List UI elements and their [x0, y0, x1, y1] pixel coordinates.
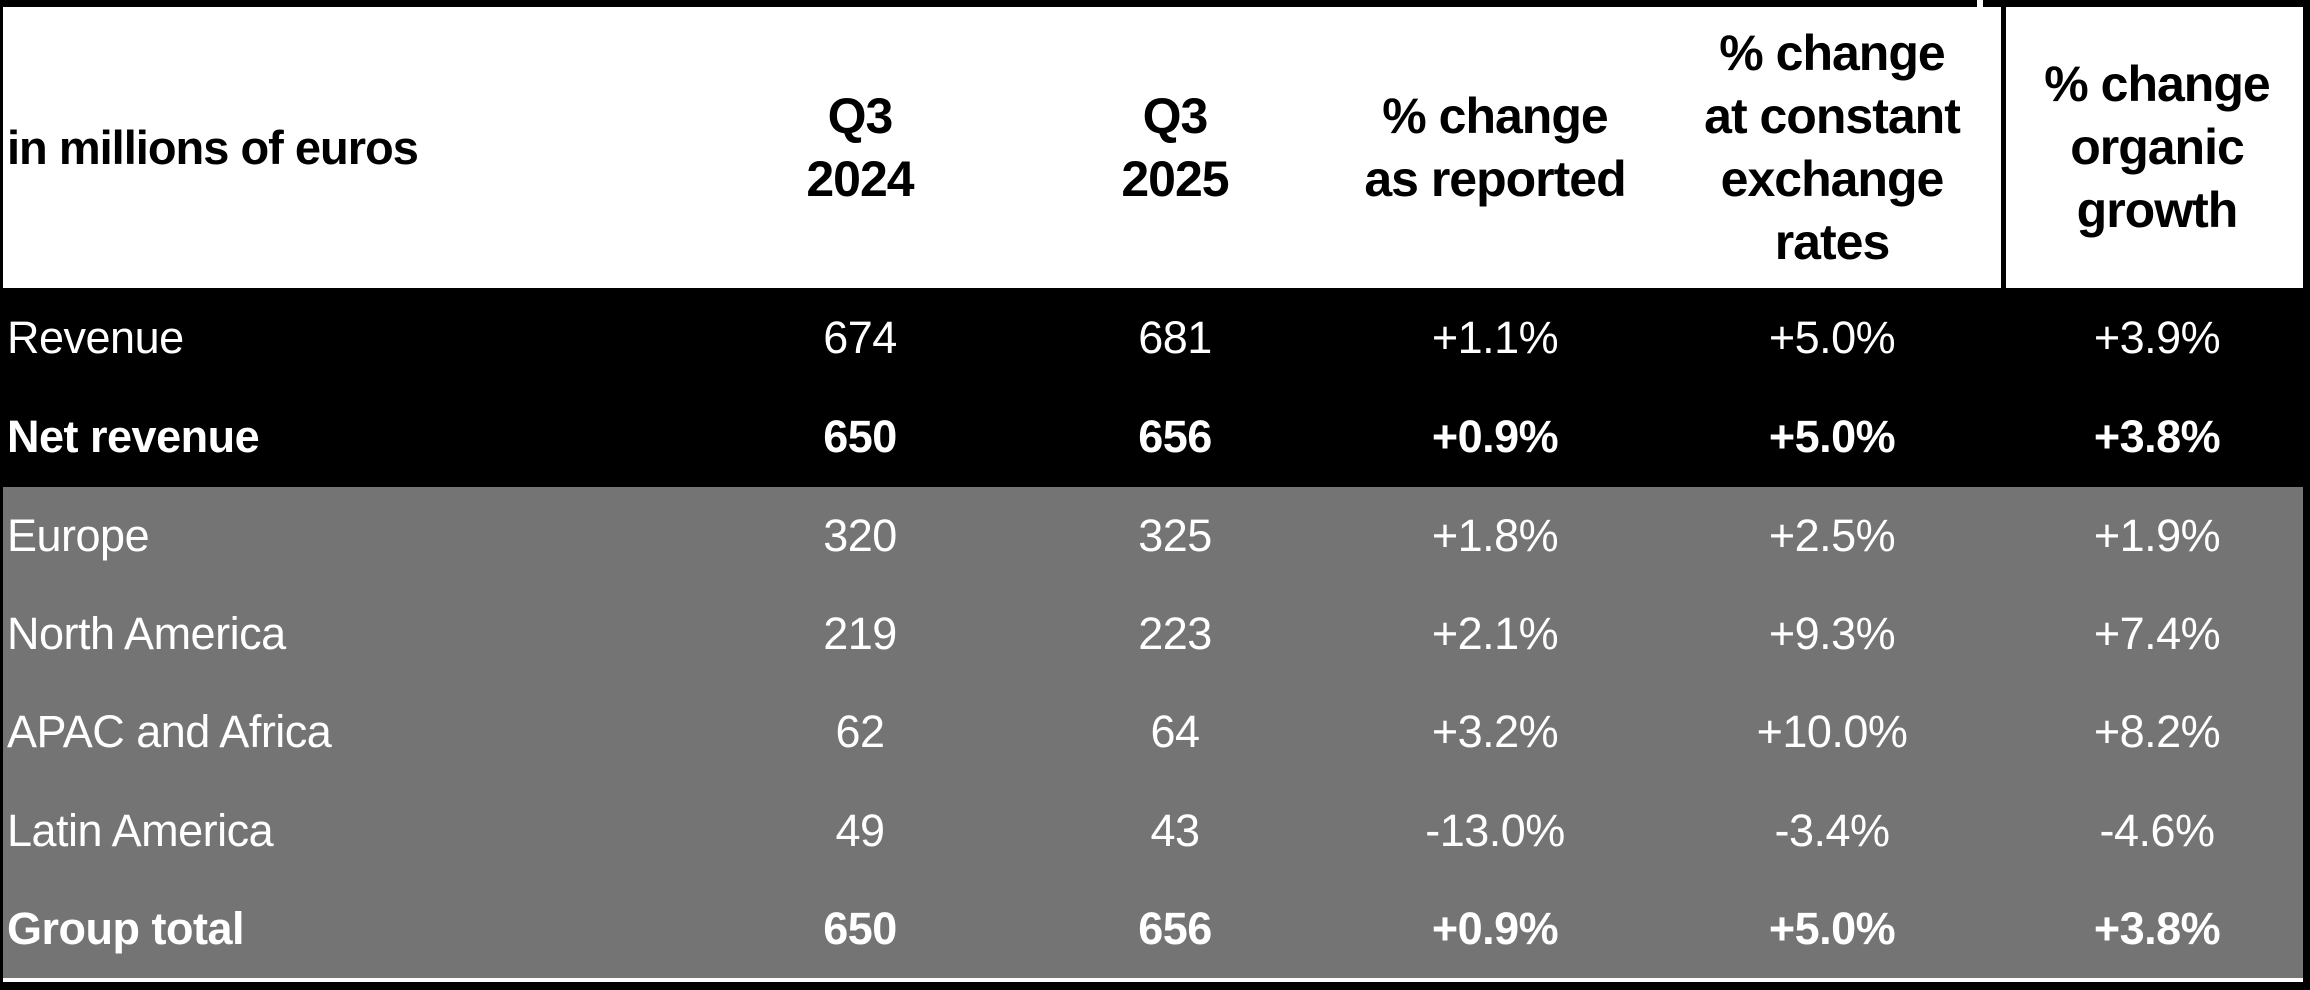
- column-header-change-constant-fx: % change at constant exchange rates: [1704, 24, 1961, 270]
- cell-change-constant-fx: +5.0%: [1768, 311, 1896, 363]
- cell-change-constant-fx: -3.4%: [1774, 804, 1890, 856]
- cell-change-as-reported: +3.2%: [1431, 706, 1559, 758]
- cell-change-as-reported: -13.0%: [1425, 804, 1565, 856]
- column-header-q3-2025: Q3 2025: [1121, 87, 1229, 207]
- column-header-change-organic-growth: % change organic growth: [2044, 56, 2270, 238]
- cell-q3-2024: 650: [823, 411, 897, 463]
- top-border-notch: [1977, 0, 1983, 7]
- header-column-divider: [2001, 7, 2006, 288]
- row-label: Net revenue: [7, 411, 260, 463]
- cell-change-organic-growth: +3.8%: [2093, 902, 2221, 954]
- cell-change-organic-growth: +3.9%: [2093, 311, 2221, 363]
- cell-q3-2025: 223: [1138, 608, 1212, 660]
- table-row-group-total: Group total 650 656 +0.9% +5.0% +3.8%: [0, 880, 2310, 978]
- cell-change-organic-growth: +3.8%: [2093, 411, 2221, 463]
- cell-change-as-reported: +0.9%: [1431, 411, 1559, 463]
- table-top-border: [0, 0, 2310, 7]
- row-label: Latin America: [7, 804, 274, 856]
- row-label: Group total: [7, 902, 244, 954]
- cell-change-organic-growth: +7.4%: [2093, 608, 2221, 660]
- table-row-apac-and-africa: APAC and Africa 62 64 +3.2% +10.0% +8.2%: [0, 683, 2310, 781]
- table-row-revenue: Revenue 674 681 +1.1% +5.0% +3.9%: [0, 288, 2310, 388]
- cell-q3-2025: 656: [1138, 411, 1212, 463]
- row-label: Revenue: [7, 311, 184, 363]
- cell-q3-2025: 681: [1138, 311, 1212, 363]
- cell-change-organic-growth: +1.9%: [2093, 510, 2221, 562]
- cell-q3-2025: 43: [1150, 804, 1200, 856]
- cell-q3-2025: 325: [1138, 510, 1212, 562]
- cell-q3-2024: 674: [823, 311, 897, 363]
- cell-change-constant-fx: +2.5%: [1768, 510, 1896, 562]
- cell-q3-2025: 656: [1138, 902, 1212, 954]
- table-row-europe: Europe 320 325 +1.8% +2.5% +1.9%: [0, 487, 2310, 585]
- table-row-north-america: North America 219 223 +2.1% +9.3% +7.4%: [0, 585, 2310, 683]
- cell-q3-2024: 650: [823, 902, 897, 954]
- table-bottom-border: [0, 982, 2310, 990]
- bottom-gap-line: [0, 978, 2310, 982]
- table-right-border: [2303, 0, 2310, 990]
- cell-change-organic-growth: +8.2%: [2093, 706, 2221, 758]
- row-label: North America: [7, 608, 286, 660]
- cell-change-as-reported: +1.1%: [1431, 311, 1559, 363]
- regions-section: Europe 320 325 +1.8% +2.5% +1.9% North A…: [0, 487, 2310, 978]
- cell-change-constant-fx: +10.0%: [1756, 706, 1908, 758]
- cell-q3-2024: 49: [835, 804, 885, 856]
- cell-change-as-reported: +2.1%: [1431, 608, 1559, 660]
- cell-change-organic-growth: -4.6%: [2099, 804, 2215, 856]
- cell-q3-2024: 219: [823, 608, 897, 660]
- cell-change-as-reported: +1.8%: [1431, 510, 1559, 562]
- cell-change-constant-fx: +5.0%: [1768, 902, 1896, 954]
- cell-q3-2025: 64: [1150, 706, 1200, 758]
- column-header-q3-2024: Q3 2024: [806, 87, 914, 207]
- table-row-net-revenue: Net revenue 650 656 +0.9% +5.0% +3.8%: [0, 388, 2310, 488]
- table-header-row: in millions of euros Q3 2024 Q3 2025 % c…: [0, 7, 2310, 288]
- cell-change-as-reported: +0.9%: [1431, 902, 1559, 954]
- table-left-border: [0, 0, 3, 990]
- row-label: Europe: [7, 510, 150, 562]
- cell-change-constant-fx: +9.3%: [1768, 608, 1896, 660]
- table-row-latin-america: Latin America 49 43 -13.0% -3.4% -4.6%: [0, 782, 2310, 880]
- cell-q3-2024: 320: [823, 510, 897, 562]
- totals-section: Revenue 674 681 +1.1% +5.0% +3.9% Net re…: [0, 288, 2310, 487]
- cell-change-constant-fx: +5.0%: [1768, 411, 1896, 463]
- row-label: APAC and Africa: [7, 706, 332, 758]
- column-header-change-as-reported: % change as reported: [1364, 87, 1626, 207]
- cell-q3-2024: 62: [835, 706, 885, 758]
- column-header-unit-label: in millions of euros: [7, 121, 419, 174]
